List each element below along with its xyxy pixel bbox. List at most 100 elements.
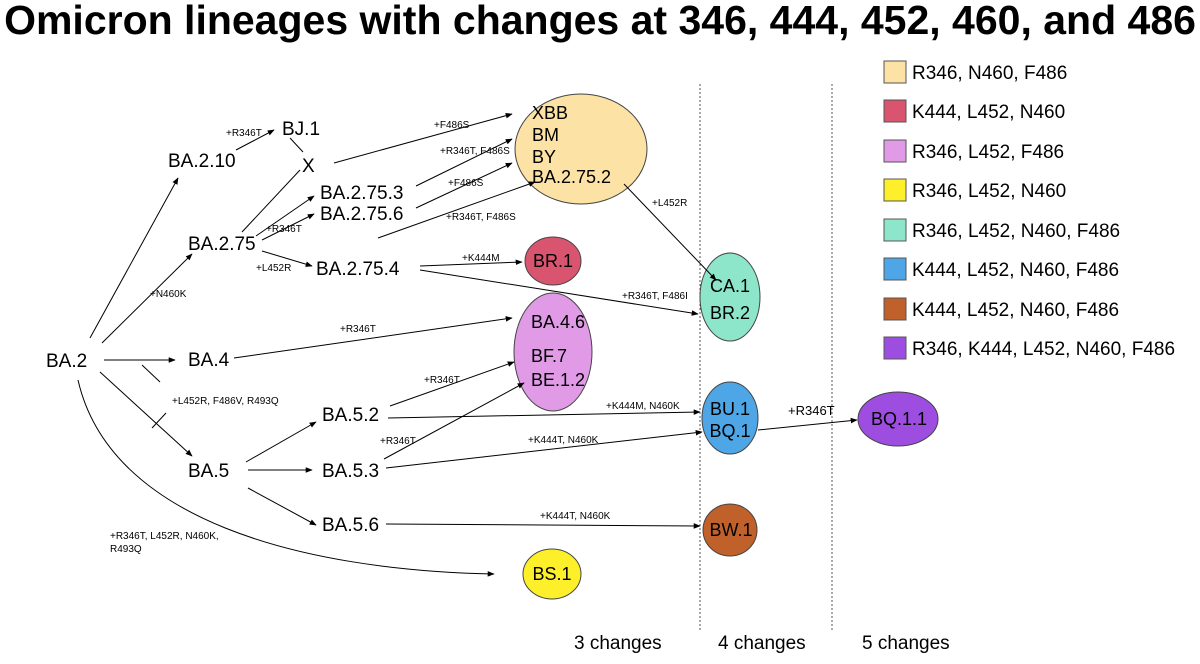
group-bq1-label: BQ.1 [709,421,750,441]
group-xbb-label: XBB [532,103,568,123]
mutation-label: +R346T [226,128,262,139]
mutation-label: +R346T, F486S [446,212,516,223]
edge-ba275-ba2752 [377,181,536,239]
bw1-ellipse [702,503,758,557]
node-ba52: BA.5.2 [322,405,379,426]
group-br1-label: BR.1 [533,251,573,271]
xbb-group-ellipse [514,93,648,205]
group-be12-label: BE.1.2 [531,370,585,390]
mutation-label: +L452R [652,198,687,209]
legend-label: R346, L452, N460 [912,181,1066,202]
mutation-label: +K444T, N460K [528,435,599,446]
node-ba2756: BA.2.75.6 [320,204,403,225]
group-bs1-label: BS.1 [532,564,571,584]
edge-bj1-x [289,137,304,153]
edge-x-xbb [333,112,513,164]
group-bq11-label: BQ.1.1 [871,409,927,429]
edge-ba2-ba5 [99,371,193,457]
edge-ba2756-by [415,162,513,209]
mutation-label: +L452R, F486V, R493Q [172,396,279,407]
group-bw1-label: BW.1 [709,520,752,540]
mutation-label: +R346T, F486S [440,146,510,157]
edge-ba5-ba56 [247,487,317,526]
edge-ba52-bu1 [387,409,701,419]
edge-ba2753-bm [415,138,513,187]
mutation-label: +R346T [266,224,302,235]
edge-ba2752-ca1 [623,183,717,281]
group-bf7-label: BF.7 [531,346,567,366]
legend-label: R346, L452, F486 [912,142,1064,163]
legend-swatch [883,297,907,321]
group-ba2752-label: BA.2.75.2 [532,167,611,187]
mutation-label: +K444M, N460K [606,401,680,412]
legend-label: R346, K444, L452, N460, F486 [912,339,1175,360]
legend: R346, N460, F486 K444, L452, N460 R346, … [883,60,1175,360]
mutation-label: +R346T [424,375,460,386]
edge-ba4-ba46 [233,316,513,359]
bq11-ellipse [857,391,939,447]
legend-swatch [883,178,907,202]
edge-ba2754-br2 [419,269,699,316]
edge-ba2-ba210 [89,177,179,339]
group-by-label: BY [532,147,556,167]
column-label-3-changes: 3 changes [574,633,662,654]
legend-label: K444, L452, N460, F486 [912,260,1119,281]
edge-ba2-bs1 [77,379,495,577]
node-ba2754: BA.2.75.4 [316,259,400,280]
column-label-4-changes: 4 changes [718,633,806,654]
mutation-label: +K444T, N460K [540,511,611,522]
mutation-label: +R346T [788,403,835,418]
node-ba4: BA.4 [188,350,230,371]
edge-ba275-ba2756 [261,213,315,241]
legend-swatch [883,218,907,242]
edge-ba275-ba2754 [261,250,313,267]
column-label-5-changes: 5 changes [862,633,950,654]
legend-swatch [883,257,907,281]
mutation-label: +R346T, F486I [622,291,688,302]
node-ba5: BA.5 [188,461,229,482]
edge-ba2754-br1 [419,259,523,267]
legend-swatch [883,60,907,84]
bs1-ellipse [522,548,582,600]
edge-ba210-bj1 [235,129,275,151]
node-ba53: BA.5.3 [322,461,379,482]
mutation-label: +N460K [150,289,187,300]
ba46-group-ellipse [513,292,593,412]
mutation-label: +F486S [434,120,470,131]
node-ba56: BA.5.6 [322,515,379,536]
legend-swatch [883,99,907,123]
br1-ellipse [524,236,582,286]
mutation-label: +R346T [340,324,376,335]
bu1-group-ellipse [701,381,759,455]
group-br2-label: BR.2 [710,303,750,323]
edge-ba56-bw1 [385,523,701,529]
mutation-label: R493Q [110,544,142,555]
edge-ba5-marker-tick [141,364,161,383]
edge-ba5-ba52 [245,421,317,463]
edge-bq1-bq11 [757,417,858,431]
edge-ba52-bf7 [389,361,515,407]
group-ca1-label: CA.1 [710,276,750,296]
node-ba2: BA.2 [46,351,87,372]
edges [77,112,858,577]
node-x: X [302,156,315,177]
edge-ba275-x [241,169,301,233]
node-ba275: BA.2.75 [188,234,256,255]
group-bm-label: BM [532,125,559,145]
mutation-label: +K444M [462,253,500,264]
edge-ba2-ba275 [101,253,193,344]
node-ba210: BA.2.10 [168,151,236,172]
mutation-label: +R346T, L452R, N460K, [110,531,219,542]
group-ba46-label: BA.4.6 [531,312,585,332]
edge-ba275-ba2753 [255,195,315,237]
legend-swatch [883,139,907,163]
legend-label: R346, L452, N460, F486 [912,221,1120,242]
mutation-label: +R346T [380,436,416,447]
mutation-label: +F486S [448,178,484,189]
mutation-label: +L452R [256,263,291,274]
edge-ba53-be12 [383,382,525,460]
legend-swatch [883,336,907,360]
page-title: Omicron lineages with changes at 346, 44… [4,0,1196,43]
ca1-group-ellipse [699,252,761,342]
